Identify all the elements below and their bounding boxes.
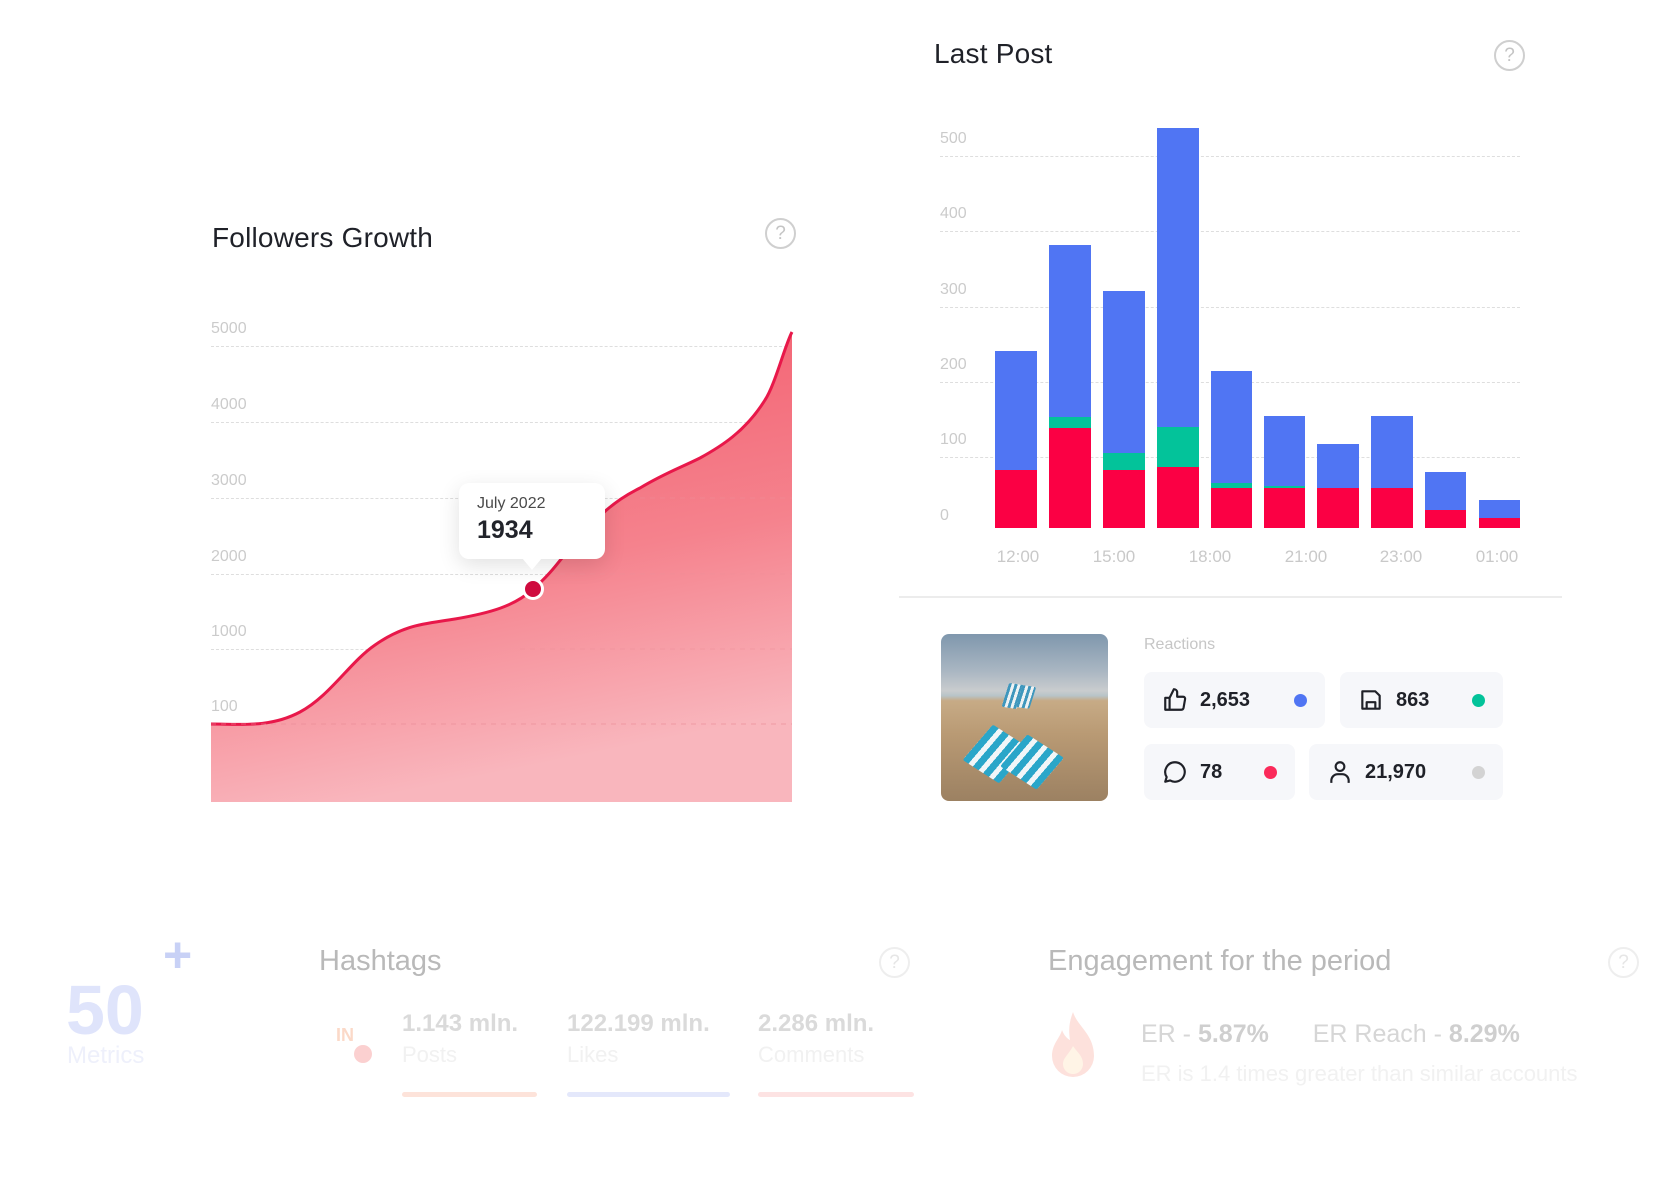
er-value: 5.87%	[1197, 1020, 1269, 1048]
likes-value: 122.199 mln.	[567, 1010, 710, 1037]
x-label: 21:00	[1284, 547, 1328, 566]
hashtags-title: Hashtags	[319, 945, 442, 977]
reaction-comments: 78	[1144, 744, 1295, 800]
last-post-card: Last Post ?	[880, 0, 1600, 860]
bar-13-30[interactable]	[1049, 245, 1091, 528]
hashtag-stat-likes: 122.199 mln. Likes	[567, 1010, 730, 1097]
x-label: 23:00	[1379, 547, 1423, 566]
y-label: 3000	[211, 472, 247, 489]
likes-count: 2,653	[1200, 688, 1251, 711]
comments-label: Comments	[758, 1042, 865, 1067]
comments-bar	[758, 1092, 914, 1097]
instagram-icon	[354, 1045, 372, 1063]
y-label: 1000	[211, 623, 247, 640]
hashtag-stat-posts: 1.143 mln. Posts	[402, 1010, 537, 1097]
grid-line	[211, 574, 792, 575]
followers-help-icon[interactable]: ?	[765, 218, 796, 249]
grid-line	[940, 156, 1520, 157]
chart-tooltip: July 2022 1934	[459, 483, 605, 559]
stacked-bar-chart	[0, 0, 1670, 600]
save-icon	[1358, 687, 1384, 713]
er-reach-label: ER Reach -	[1312, 1020, 1449, 1048]
grid-line	[211, 346, 792, 347]
x-label: 01:00	[1475, 547, 1519, 566]
y-label: 100	[211, 698, 238, 715]
bar-16-30[interactable]	[1157, 128, 1199, 528]
y-label: 5000	[211, 320, 247, 337]
hashtags-logo: IN	[336, 1025, 376, 1065]
section-divider	[899, 596, 1562, 598]
metrics-count: 50	[66, 971, 144, 1049]
bar-15-00[interactable]	[1103, 291, 1145, 528]
followers-area-chart	[210, 331, 794, 802]
comment-icon	[1162, 759, 1188, 785]
er-reach-value: 8.29%	[1448, 1020, 1520, 1048]
y-label: 300	[940, 281, 967, 298]
er-label: ER -	[1141, 1020, 1198, 1048]
bar-12-00[interactable]	[995, 351, 1037, 528]
comments-count: 78	[1200, 760, 1223, 783]
last-post-title: Last Post	[934, 38, 1053, 69]
y-label: 100	[940, 431, 967, 448]
likes-label: Likes	[567, 1042, 619, 1067]
tooltip-arrow	[522, 558, 542, 570]
hashtag-stat-comments: 2.286 mln. Comments	[758, 1010, 914, 1097]
y-label: 500	[940, 130, 967, 147]
logo-text: IN	[336, 1025, 354, 1045]
posts-value: 1.143 mln.	[402, 1010, 519, 1037]
er-note: ER is 1.4 times greater than similar acc…	[1141, 1061, 1578, 1086]
bar-01-00[interactable]	[1479, 500, 1520, 528]
reactions-label: Reactions	[1144, 636, 1216, 653]
reaction-reach: 21,970	[1309, 744, 1503, 800]
followers-growth-title: Followers Growth	[212, 222, 434, 253]
x-label: 18:00	[1188, 547, 1232, 566]
x-label: 12:00	[996, 547, 1040, 566]
x-label: 15:00	[1092, 547, 1136, 566]
bar-23-00[interactable]	[1425, 472, 1466, 528]
comments-value: 2.286 mln.	[758, 1010, 875, 1037]
metrics-plus: +	[163, 927, 193, 983]
last-post-help-icon[interactable]: ?	[1494, 40, 1525, 71]
reaction-saves: 863	[1340, 672, 1503, 728]
saves-count: 863	[1396, 688, 1430, 711]
posts-bar	[402, 1092, 537, 1097]
reach-count: 21,970	[1365, 760, 1427, 783]
bar-19-30[interactable]	[1264, 416, 1305, 528]
er-stats: ER - 5.87% ER Reach - 8.29%	[1141, 1020, 1520, 1049]
likes-bar	[567, 1092, 730, 1097]
reaction-likes: 2,653	[1144, 672, 1325, 728]
y-label: 4000	[211, 396, 247, 413]
followers-growth-card: Followers Growth ? 5000 4000 3000 2000 1…	[0, 0, 840, 860]
tooltip-value: 1934	[477, 516, 533, 544]
engagement-help-icon[interactable]: ?	[1608, 947, 1639, 978]
reach-legend-dot	[1472, 765, 1485, 779]
bar-22-00[interactable]	[1371, 416, 1413, 528]
grid-line	[211, 422, 792, 423]
engagement-title: Engagement for the period	[1048, 945, 1392, 977]
fire-icon	[1050, 1010, 1096, 1080]
y-label: 0	[940, 507, 949, 524]
y-label: 2000	[211, 548, 247, 565]
post-thumbnail[interactable]	[941, 634, 1108, 801]
saves-legend-dot	[1472, 693, 1485, 707]
hashtags-help-icon[interactable]: ?	[879, 947, 910, 978]
bar-18-00[interactable]	[1211, 371, 1252, 528]
metrics-label: Metrics	[67, 1042, 145, 1069]
user-icon	[1327, 759, 1353, 785]
likes-legend-dot	[1294, 693, 1307, 707]
thumbs-up-icon	[1162, 687, 1188, 713]
bar-21-00[interactable]	[1317, 444, 1359, 528]
y-label: 200	[940, 356, 967, 373]
posts-label: Posts	[402, 1042, 458, 1067]
grid-line	[940, 231, 1520, 232]
grid-line	[940, 307, 1520, 308]
tooltip-date: July 2022	[477, 495, 546, 512]
y-label: 400	[940, 205, 967, 222]
comments-legend-dot	[1264, 765, 1277, 779]
